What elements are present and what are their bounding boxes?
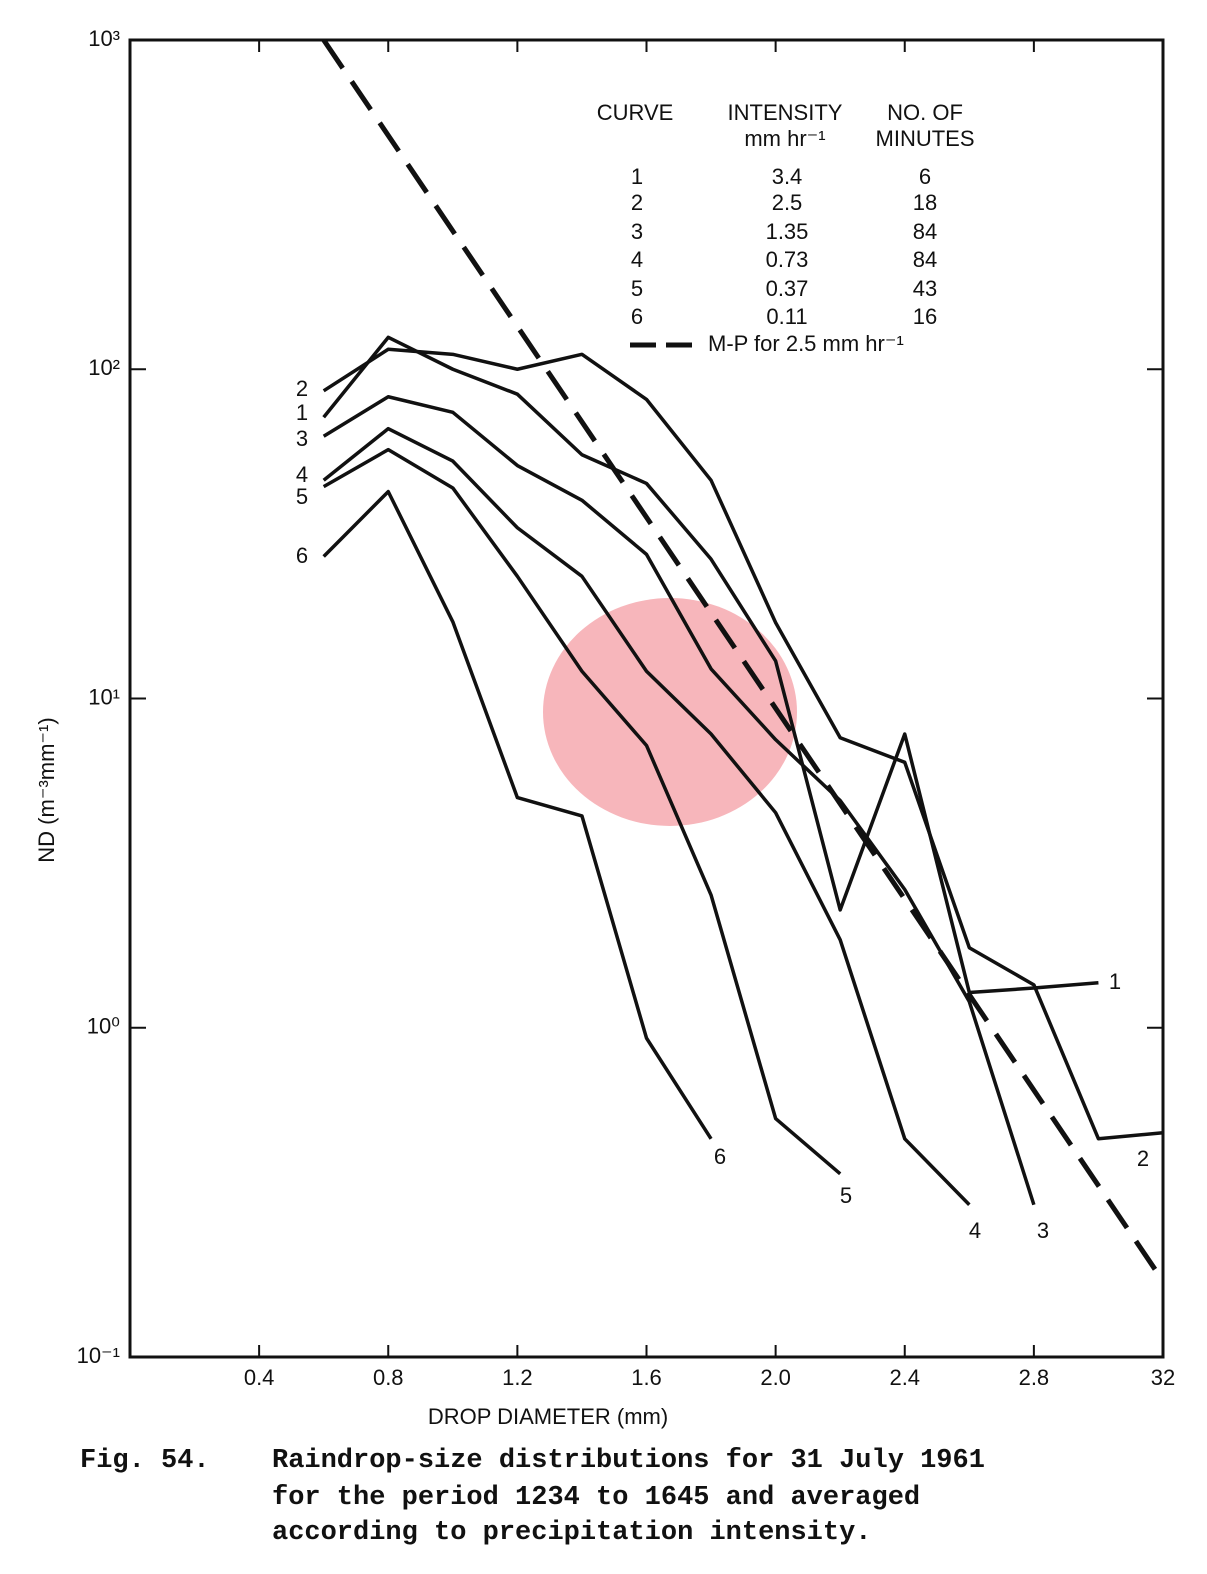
legend-label: M-P for 2.5 mm hr⁻¹ [708, 331, 904, 356]
legend-minutes: 16 [913, 304, 937, 329]
y-axis-label: ND (m⁻³mm⁻¹) [34, 717, 59, 862]
legend-header: mm hr⁻¹ [744, 126, 825, 151]
legend-header: INTENSITY [728, 100, 843, 125]
legend-minutes: 18 [913, 190, 937, 215]
legend-header: MINUTES [876, 126, 975, 151]
y-tick-label: 10⁻¹ [77, 1343, 120, 1368]
curve-label: 2 [1137, 1146, 1149, 1171]
y-tick-label: 10³ [88, 26, 120, 51]
series-line [322, 489, 713, 1140]
curve-label: 6 [714, 1144, 726, 1169]
curve-label: 1 [296, 400, 308, 425]
x-tick-label: 0.4 [244, 1365, 275, 1390]
legend-curve: 1 [631, 164, 643, 189]
x-tick-label: 1.2 [502, 1365, 533, 1390]
caption: Fig. 54. [80, 1446, 210, 1476]
x-tick-label: 32 [1151, 1365, 1175, 1390]
legend-intensity: 1.35 [766, 219, 809, 244]
x-tick-label: 1.6 [631, 1365, 662, 1390]
legend-minutes: 84 [913, 219, 937, 244]
curve-label: 3 [1037, 1218, 1049, 1243]
legend-intensity: 0.11 [766, 304, 807, 329]
x-tick-label: 2.8 [1019, 1365, 1050, 1390]
legend-intensity: 0.73 [766, 247, 809, 272]
curve-label: 1 [1109, 969, 1121, 994]
legend-intensity: 0.37 [766, 276, 809, 301]
y-tick-label: 10⁰ [87, 1014, 120, 1039]
series-line [322, 447, 842, 1176]
legend-header: NO. OF [887, 100, 963, 125]
curve-label: 3 [296, 426, 308, 451]
curve-label: 2 [296, 376, 308, 401]
x-tick-label: 2.0 [760, 1365, 791, 1390]
curve-label: 4 [296, 462, 308, 487]
highlight [543, 598, 797, 826]
y-tick-label: 10¹ [88, 684, 120, 709]
legend-minutes: 84 [913, 247, 937, 272]
curve-label: 5 [840, 1183, 852, 1208]
legend-header: CURVE [597, 100, 674, 125]
series-line [322, 347, 1164, 1141]
legend-intensity: 3.4 [772, 164, 803, 189]
x-tick-label: 0.8 [373, 1365, 404, 1390]
legend-curve: 6 [631, 304, 643, 329]
curve-label: 6 [296, 543, 308, 568]
legend-minutes: 43 [913, 276, 937, 301]
legend-curve: 2 [631, 190, 643, 215]
legend-curve: 4 [631, 247, 643, 272]
x-tick-label: 2.4 [889, 1365, 920, 1390]
legend-curve: 3 [631, 219, 643, 244]
series-line [322, 395, 1036, 1206]
caption: according to precipitation intensity. [272, 1518, 872, 1548]
y-tick-label: 10² [88, 355, 120, 380]
legend-intensity: 2.5 [772, 190, 803, 215]
legend-minutes: 6 [919, 164, 931, 189]
caption: Raindrop-size distributions for 31 July … [272, 1446, 985, 1476]
curve-label: 4 [969, 1218, 981, 1243]
x-axis-label: DROP DIAMETER (mm) [428, 1404, 668, 1429]
curve-label: 5 [296, 484, 308, 509]
caption: for the period 1234 to 1645 and averaged [272, 1483, 920, 1513]
legend-curve: 5 [631, 276, 643, 301]
series-line [322, 426, 971, 1206]
